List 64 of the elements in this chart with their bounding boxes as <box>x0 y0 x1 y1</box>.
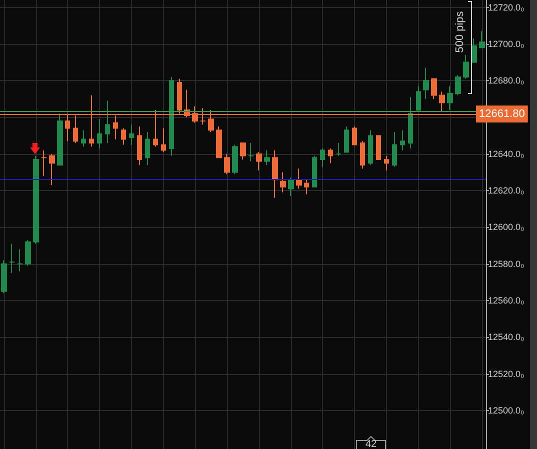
candlestick <box>447 86 453 110</box>
candlestick <box>41 150 47 176</box>
candlestick <box>455 74 461 96</box>
y-tick-label: 12540.0₀ <box>488 332 525 342</box>
candlestick <box>312 155 317 188</box>
candlestick <box>360 140 365 170</box>
candlestick <box>431 78 437 100</box>
candlestick <box>336 142 341 156</box>
candlestick <box>216 126 222 158</box>
y-tick-label: 12720.0₀ <box>488 2 525 12</box>
y-tick-label: 12500.0₀ <box>488 406 525 416</box>
candlestick <box>352 126 357 146</box>
y-tick-label: 12640.0₀ <box>488 148 525 159</box>
candlestick <box>264 150 270 166</box>
candlestick <box>408 96 413 149</box>
candlestick <box>479 30 485 48</box>
candlestick <box>328 148 333 164</box>
y-tick-label: 12580.0₀ <box>488 258 525 269</box>
candlestick <box>224 153 230 175</box>
candlestick <box>49 153 55 186</box>
candlestick <box>129 124 134 146</box>
candlestick <box>280 172 286 193</box>
candlestick <box>463 54 469 80</box>
candlestick <box>25 240 31 266</box>
candlestick <box>145 131 150 166</box>
candlestick <box>57 113 63 166</box>
candlestick <box>161 128 166 153</box>
candlestick <box>400 130 405 151</box>
candlestick <box>384 155 389 171</box>
candlestick <box>232 144 238 175</box>
candlestick <box>81 130 86 148</box>
annotation: 42 <box>356 439 386 449</box>
candlestick <box>121 128 126 146</box>
candlestick <box>304 179 309 195</box>
candlestick <box>272 150 278 198</box>
candlestick <box>137 126 142 166</box>
candlestick <box>169 76 174 156</box>
candlestick <box>1 260 7 294</box>
y-tick-label: 12700.0₀ <box>488 38 525 49</box>
y-tick-label: 12520.0₀ <box>488 368 525 379</box>
candlestick <box>240 142 246 160</box>
candlestick <box>344 126 349 153</box>
y-tick-label: 12680.0₀ <box>488 76 525 86</box>
candlestick <box>368 130 373 166</box>
candlestick <box>17 248 23 272</box>
y-tick-label: 12620.0₀ <box>488 186 525 196</box>
candlestick <box>248 142 254 162</box>
candlestick <box>33 155 39 244</box>
y-tick-label: 12560.0₀ <box>488 296 525 306</box>
y-tick-label: 12600.0₀ <box>488 222 525 232</box>
candlestick <box>392 131 397 168</box>
candlestick <box>256 152 262 171</box>
candlestick <box>439 91 445 112</box>
candlestick <box>423 67 429 100</box>
candlestick <box>376 135 381 160</box>
ref-line-label: 12661.80 <box>479 108 525 120</box>
candlestick <box>320 148 325 168</box>
annotation: 500 pips <box>454 11 466 53</box>
candlestick <box>288 177 294 197</box>
candlestick <box>9 243 15 274</box>
candlestick <box>97 118 102 149</box>
candlestick <box>296 168 302 190</box>
candlestick <box>105 100 110 144</box>
candlestick <box>416 86 421 112</box>
